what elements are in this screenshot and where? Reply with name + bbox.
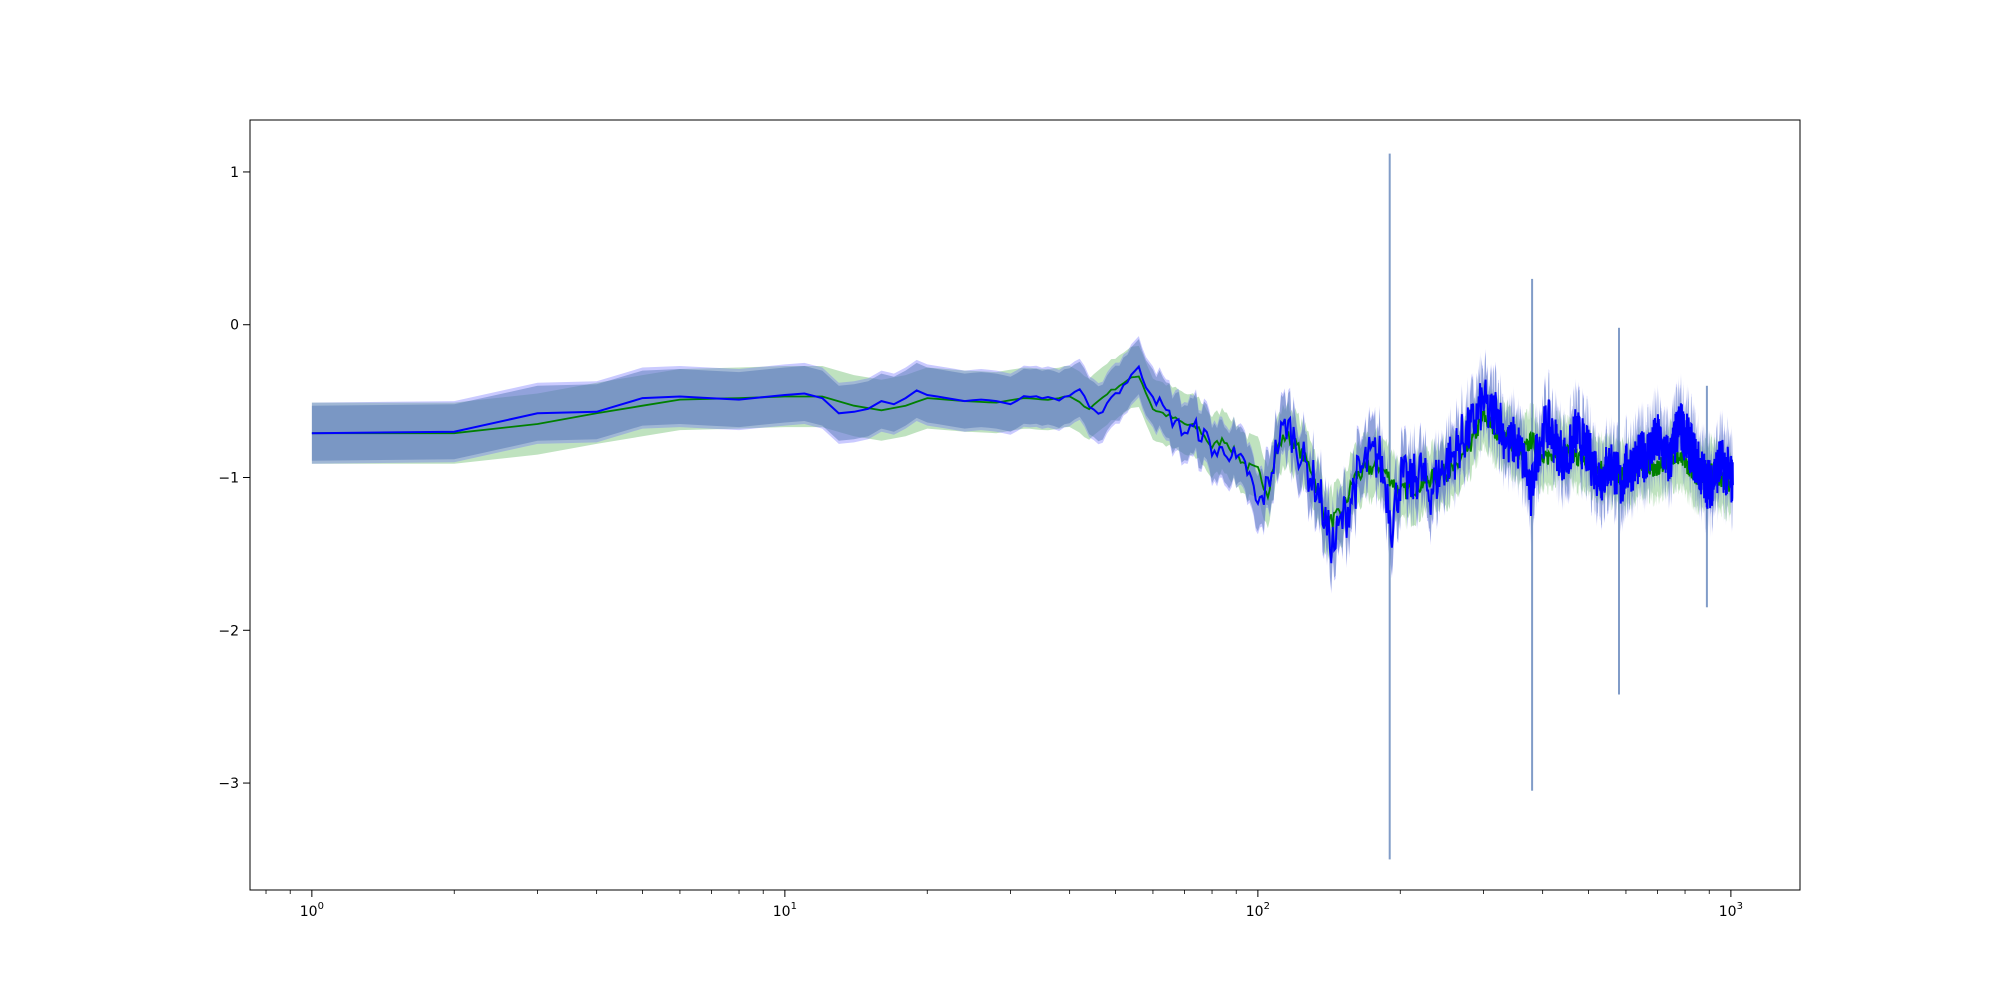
x-axis: 100 101 102 103	[265, 890, 1743, 920]
plot-frame	[249, 119, 1801, 891]
plot-area	[311, 153, 1734, 860]
spike-0	[1388, 153, 1391, 860]
x-tick-label-1: 101	[773, 901, 797, 920]
x-tick-label-3: 103	[1719, 901, 1743, 920]
y-tick-label-4: −3	[218, 776, 239, 792]
green-series-band	[311, 345, 1731, 560]
y-tick-label-0: 1	[230, 165, 239, 181]
spike-2	[1618, 327, 1620, 695]
y-tick-label-1: 0	[230, 318, 239, 334]
y-tick-label-3: −2	[218, 623, 239, 639]
y-tick-label-2: −1	[218, 471, 239, 487]
blue-series-line	[311, 364, 1734, 564]
x-tick-label-0: 100	[300, 901, 324, 920]
spike-1	[1531, 278, 1534, 791]
y-axis: 1 0 −1 −2 −3	[218, 165, 250, 792]
x-tick-label-2: 102	[1246, 901, 1270, 920]
blue-series-band	[311, 336, 1733, 594]
